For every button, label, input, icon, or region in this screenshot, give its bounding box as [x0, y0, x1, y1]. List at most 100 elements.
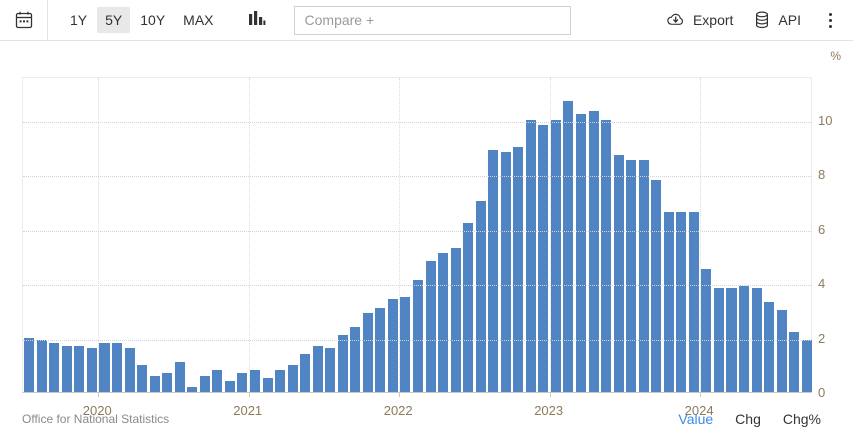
- api-label: API: [778, 12, 801, 28]
- chart-bar[interactable]: [538, 125, 549, 392]
- x-axis-ticks: [23, 392, 811, 397]
- chart-plot-area[interactable]: [22, 77, 812, 397]
- chart-bar[interactable]: [400, 296, 411, 392]
- chart-bar[interactable]: [362, 313, 373, 392]
- more-options-button[interactable]: [817, 6, 843, 34]
- chart-bar[interactable]: [513, 146, 524, 392]
- chart-bar[interactable]: [601, 119, 612, 392]
- api-button[interactable]: API: [743, 4, 811, 36]
- chart-bar[interactable]: [550, 119, 561, 392]
- chart-bar[interactable]: [49, 342, 60, 392]
- chart-bar[interactable]: [337, 334, 348, 392]
- chart-bar[interactable]: [576, 114, 587, 392]
- chart-bar[interactable]: [500, 152, 511, 392]
- gridline: [23, 230, 811, 232]
- chart-bar[interactable]: [688, 212, 699, 392]
- chart-bar[interactable]: [212, 370, 223, 392]
- chart-bar[interactable]: [789, 332, 800, 392]
- bar-series: [23, 78, 812, 392]
- chart-bar[interactable]: [663, 212, 674, 392]
- chart-bar[interactable]: [739, 285, 750, 392]
- chart-bar[interactable]: [776, 310, 787, 392]
- chart-bar[interactable]: [174, 362, 185, 392]
- chart-bar[interactable]: [137, 364, 148, 392]
- chart-bar[interactable]: [275, 370, 286, 392]
- chart-bar[interactable]: [237, 372, 248, 392]
- cloud-download-icon: [667, 13, 683, 25]
- kebab-dot: [828, 18, 832, 22]
- range-button-10y[interactable]: 10Y: [140, 12, 166, 28]
- chart-bar[interactable]: [224, 381, 235, 392]
- chart-bar[interactable]: [149, 375, 160, 392]
- footer-tab-value[interactable]: Value: [678, 411, 714, 427]
- chart-bar[interactable]: [801, 340, 812, 392]
- chart-bar[interactable]: [475, 201, 486, 392]
- database-icon: [756, 11, 769, 29]
- chart-bar[interactable]: [463, 223, 474, 392]
- chart-type-button[interactable]: [240, 10, 274, 30]
- chart-bar[interactable]: [74, 345, 85, 392]
- chart-bar[interactable]: [387, 299, 398, 392]
- range-button-1y[interactable]: 1Y: [70, 12, 88, 28]
- chart-bar[interactable]: [249, 370, 260, 392]
- chart-bar[interactable]: [187, 386, 198, 392]
- y-axis-unit-label: %: [830, 49, 841, 63]
- kebab-dot: [828, 24, 832, 28]
- chart-bar[interactable]: [525, 119, 536, 392]
- range-button-5y[interactable]: 5Y: [97, 7, 131, 33]
- chart-bar[interactable]: [638, 160, 649, 392]
- compare-input[interactable]: Compare +: [293, 5, 571, 35]
- chart-bar[interactable]: [764, 302, 775, 392]
- chart-bar[interactable]: [676, 212, 687, 392]
- chart-bar[interactable]: [86, 348, 97, 392]
- chart-bar[interactable]: [438, 253, 449, 392]
- chart-bar[interactable]: [701, 269, 712, 392]
- chart-bar[interactable]: [626, 160, 637, 392]
- chart-bar[interactable]: [262, 378, 273, 392]
- chart-bar[interactable]: [300, 353, 311, 392]
- chart-bar[interactable]: [199, 375, 210, 392]
- chart-bar[interactable]: [375, 307, 386, 392]
- chart-bar[interactable]: [287, 364, 298, 392]
- gridline: [23, 339, 811, 341]
- range-button-max[interactable]: MAX: [183, 12, 214, 28]
- chart-bar[interactable]: [412, 280, 423, 392]
- footer-tabs: Value Chg Chg%: [678, 411, 831, 427]
- footer-tab-chgpct[interactable]: Chg%: [782, 411, 821, 427]
- chart-container: % 0 2 4 6 8 10 2020 2021 2022 2023 2024: [0, 41, 853, 418]
- export-button[interactable]: Export: [656, 5, 743, 35]
- chart-bar[interactable]: [613, 155, 624, 392]
- chart-bar[interactable]: [488, 149, 499, 392]
- footer-tab-chg[interactable]: Chg: [735, 411, 761, 427]
- chart-bar[interactable]: [588, 111, 599, 392]
- chart-bar[interactable]: [425, 261, 436, 392]
- vertical-gridline: [549, 78, 551, 392]
- chart-bar[interactable]: [325, 348, 336, 392]
- chart-bar[interactable]: [350, 326, 361, 392]
- y-axis-tick-label: 10: [818, 112, 833, 128]
- chart-bar[interactable]: [112, 342, 123, 392]
- y-axis-tick-label: 8: [818, 167, 826, 183]
- chart-bar[interactable]: [563, 100, 574, 392]
- x-axis-tickmark: [700, 392, 702, 397]
- chart-bar[interactable]: [312, 345, 323, 392]
- footer: Office for National Statistics Value Chg…: [0, 399, 853, 439]
- x-axis-tick-label: 2022: [383, 403, 413, 418]
- chart-bar[interactable]: [24, 337, 35, 392]
- compare-placeholder-text: Compare +: [304, 12, 375, 28]
- range-selector: 1Y 5Y 10Y MAX: [62, 7, 224, 33]
- export-label: Export: [692, 12, 734, 28]
- vertical-gridline: [248, 78, 250, 392]
- chart-bar[interactable]: [162, 372, 173, 392]
- bar-chart-icon: [248, 11, 265, 25]
- chart-bar[interactable]: [450, 247, 461, 392]
- gridline: [23, 176, 811, 178]
- calendar-button[interactable]: [0, 0, 48, 41]
- y-axis-tick-label: 0: [818, 385, 826, 400]
- calendar-icon: [15, 11, 32, 29]
- chart-bar[interactable]: [124, 348, 135, 392]
- chart-bar[interactable]: [61, 345, 72, 392]
- chart-bar[interactable]: [99, 342, 110, 392]
- chart-bar[interactable]: [36, 340, 47, 392]
- gridline: [23, 121, 811, 123]
